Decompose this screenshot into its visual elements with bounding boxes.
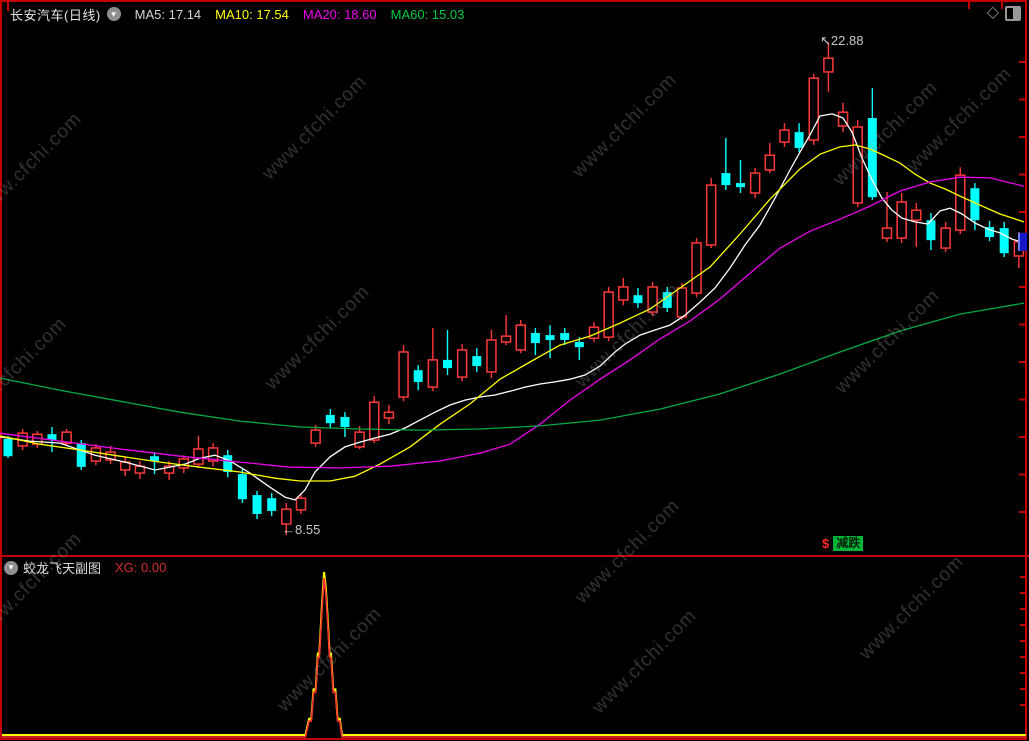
candle-body[interactable] (749, 172, 761, 194)
status-badge: $ 减跌 (822, 536, 864, 551)
candle-body[interactable] (61, 431, 72, 444)
high-price-annotation: ↖22.88 (820, 33, 864, 48)
panel-layout-icon[interactable] (1005, 5, 1021, 21)
candle-body[interactable] (325, 414, 335, 424)
candle-body[interactable] (926, 220, 936, 241)
candle-body[interactable] (76, 443, 86, 467)
stock-title: 长安汽车(日线) (10, 7, 101, 23)
candle-body[interactable] (472, 356, 482, 367)
xg-value: XG: 0.00 (115, 560, 167, 575)
chevron-down-icon[interactable]: ▾ (106, 7, 121, 21)
candle-body[interactable] (970, 188, 980, 221)
candle-body[interactable] (398, 351, 409, 398)
chevron-down-icon[interactable]: ▾ (4, 560, 18, 575)
diamond-icon[interactable]: ◇ (986, 4, 999, 21)
candle-body[interactable] (369, 401, 380, 441)
candle-body[interactable] (764, 154, 776, 171)
candle-body[interactable] (545, 335, 555, 340)
candle-body[interactable] (779, 129, 790, 143)
candle-body[interactable] (354, 431, 365, 448)
ma-line-ma10 (0, 144, 1025, 482)
candle-body[interactable] (705, 184, 717, 246)
candle-body[interactable] (267, 498, 277, 511)
candle-body[interactable] (47, 434, 57, 441)
candle-body[interactable] (574, 341, 584, 348)
candle-body[interactable] (340, 416, 350, 427)
candle-body[interactable] (150, 456, 159, 462)
ma-line-ma5 (0, 113, 1025, 501)
ma-line-ma60 (0, 302, 1025, 431)
candle-body[interactable] (896, 201, 907, 239)
candle-body[interactable] (721, 173, 731, 186)
candle-body[interactable] (281, 508, 292, 525)
candle-body[interactable] (618, 286, 629, 301)
candle-body[interactable] (383, 411, 395, 419)
candle-body[interactable] (911, 209, 922, 221)
ma10-label: MA10: 17.54 (215, 6, 289, 22)
header-bar: 长安汽车(日线) ▾ MA5: 17.14 MA10: 17.54 MA20: … (0, 0, 1029, 28)
ma60-label: MA60: 15.03 (390, 6, 465, 22)
candle-body[interactable] (881, 227, 893, 239)
candle-body[interactable] (443, 359, 452, 369)
candle-body[interactable] (662, 292, 672, 308)
candle-body[interactable] (794, 132, 804, 148)
candle-body[interactable] (3, 439, 13, 457)
candle-body[interactable] (940, 227, 951, 249)
candle-body[interactable] (193, 448, 204, 465)
xg-signal-line-inner (2, 577, 1026, 738)
candle-body[interactable] (560, 333, 570, 340)
candle-body[interactable] (676, 287, 688, 318)
candle-body[interactable] (252, 495, 262, 515)
money-icon: $ (822, 536, 830, 551)
ma5-label: MA5: 17.14 (134, 6, 202, 22)
candle-body[interactable] (852, 126, 863, 204)
candle-body[interactable] (163, 465, 175, 474)
subchart-title: 蛟龙飞天副图 (23, 561, 102, 576)
xg-signal-line (2, 571, 1026, 736)
candle-body[interactable] (955, 174, 966, 231)
candle-body[interactable] (603, 291, 614, 338)
header-tools: ◇ (987, 5, 1021, 21)
candle-body[interactable] (985, 227, 995, 238)
candle-body[interactable] (823, 57, 834, 73)
candle-body[interactable] (223, 455, 233, 473)
candle-body[interactable] (237, 474, 247, 500)
candle-body[interactable] (999, 228, 1009, 254)
ma-line-ma20 (0, 176, 1025, 469)
candle-body[interactable] (515, 324, 526, 351)
candle-body[interactable] (295, 497, 307, 511)
candle-body[interactable] (427, 359, 439, 388)
candle-body[interactable] (207, 447, 219, 462)
candle-body[interactable] (691, 242, 702, 294)
candle-body[interactable] (456, 349, 468, 378)
subchart-header: ▾ 蛟龙飞天副图 XG: 0.00 (4, 558, 166, 577)
high-arrow-icon: ↖ (820, 33, 831, 48)
low-price-annotation: ←8.55 (282, 522, 321, 537)
candle-body[interactable] (530, 333, 540, 344)
low-arrow-icon: ← (282, 522, 295, 537)
candle-body[interactable] (633, 295, 643, 304)
badge-label: 减跌 (833, 536, 864, 551)
price-axis-marker (1019, 232, 1027, 251)
ma20-label: MA20: 18.60 (302, 6, 377, 22)
candle-body[interactable] (310, 429, 321, 444)
candle-body[interactable] (736, 183, 745, 188)
candle-body[interactable] (413, 370, 423, 382)
candle-body[interactable] (867, 118, 877, 198)
candle-body[interactable] (808, 77, 819, 141)
candle-body[interactable] (500, 335, 512, 343)
candle-body[interactable] (486, 339, 497, 373)
candle-body[interactable] (647, 286, 658, 313)
